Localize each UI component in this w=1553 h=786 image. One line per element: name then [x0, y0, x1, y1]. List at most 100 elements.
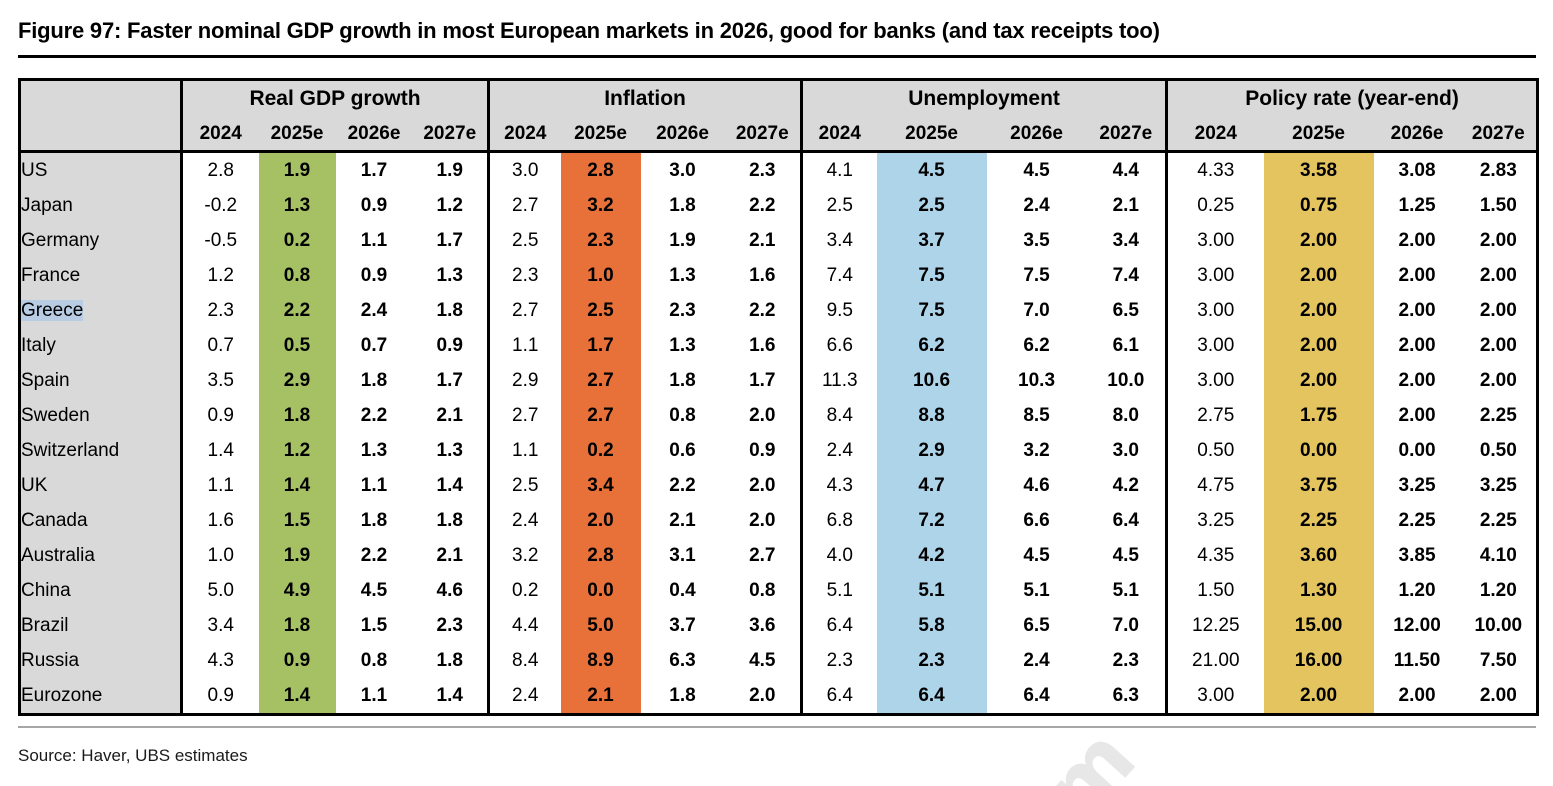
value-cell-unemployment-2026e: 6.4 — [986, 678, 1087, 715]
value-cell-inflation-2025e: 2.3 — [560, 223, 641, 258]
value-cell-gdp-2027e: 1.8 — [412, 643, 489, 678]
value-cell-policy-2026e: 11.50 — [1373, 643, 1461, 678]
value-cell-gdp-2027e: 1.4 — [412, 678, 489, 715]
group-header-inflation: Inflation — [487, 79, 802, 117]
value-cell-policy-2027e: 2.83 — [1460, 151, 1538, 188]
value-cell-unemployment-2027e: 6.5 — [1086, 293, 1167, 328]
value-cell-unemployment-2026e: 4.6 — [986, 468, 1087, 503]
value-cell-policy-2026e: 1.25 — [1373, 188, 1461, 223]
country-label-spain: Spain — [19, 363, 182, 398]
value-cell-gdp-2025e: 1.4 — [258, 468, 336, 503]
value-cell-inflation-2025e: 3.2 — [560, 188, 641, 223]
year-header-gdp-2025e: 2025e — [258, 117, 336, 153]
value-cell-unemployment-2025e: 2.5 — [876, 188, 987, 223]
value-cell-gdp-2024: 3.5 — [180, 363, 259, 398]
year-header-inflation-2027e: 2027e — [724, 117, 802, 153]
country-label-sweden: Sweden — [19, 398, 182, 433]
value-cell-gdp-2027e: 1.2 — [412, 188, 489, 223]
country-label-china: China — [19, 573, 182, 608]
value-cell-inflation-2027e: 3.6 — [724, 608, 802, 643]
value-cell-policy-2025e: 3.58 — [1263, 151, 1374, 188]
country-label-eurozone: Eurozone — [19, 678, 182, 715]
country-label-russia: Russia — [19, 643, 182, 678]
value-cell-inflation-2026e: 2.1 — [640, 503, 725, 538]
year-header-gdp-2027e: 2027e — [412, 117, 489, 153]
value-cell-unemployment-2024: 4.3 — [800, 468, 877, 503]
value-cell-policy-2024: 3.00 — [1165, 258, 1264, 293]
value-cell-unemployment-2025e: 6.2 — [876, 328, 987, 363]
value-cell-inflation-2025e: 2.5 — [560, 293, 641, 328]
table-body: US 2.8 1.9 1.7 1.9 3.0 2.8 3.0 2.3 4.1 4.5 4.5 4.4 4.… — [19, 151, 1538, 715]
value-cell-unemployment-2027e: 10.0 — [1086, 363, 1167, 398]
value-cell-unemployment-2025e: 2.3 — [876, 643, 987, 678]
value-cell-policy-2024: 2.75 — [1165, 398, 1264, 433]
value-cell-gdp-2024: 3.4 — [180, 608, 259, 643]
value-cell-inflation-2026e: 3.0 — [640, 151, 725, 188]
value-cell-inflation-2024: 2.7 — [487, 293, 561, 328]
value-cell-unemployment-2025e: 5.8 — [876, 608, 987, 643]
value-cell-inflation-2027e: 0.8 — [724, 573, 802, 608]
value-cell-policy-2027e: 2.25 — [1460, 398, 1538, 433]
value-cell-policy-2025e: 2.00 — [1263, 258, 1374, 293]
country-label-brazil: Brazil — [19, 608, 182, 643]
value-cell-unemployment-2027e: 4.4 — [1086, 151, 1167, 188]
source-note: Source: Haver, UBS estimates — [18, 746, 248, 765]
value-cell-unemployment-2024: 6.6 — [800, 328, 877, 363]
value-cell-policy-2026e: 2.00 — [1373, 678, 1461, 715]
table-row: Italy 0.7 0.5 0.7 0.9 1.1 1.7 1.3 1.6 6.6 6.2 6.2 6.… — [19, 328, 1538, 363]
value-cell-gdp-2026e: 4.5 — [335, 573, 413, 608]
value-cell-inflation-2025e: 8.9 — [560, 643, 641, 678]
value-cell-unemployment-2027e: 7.4 — [1086, 258, 1167, 293]
value-cell-inflation-2026e: 0.8 — [640, 398, 725, 433]
value-cell-inflation-2024: 3.0 — [487, 151, 561, 188]
value-cell-gdp-2024: 2.8 — [180, 151, 259, 188]
country-label-australia: Australia — [19, 538, 182, 573]
value-cell-unemployment-2024: 3.4 — [800, 223, 877, 258]
value-cell-gdp-2026e: 2.4 — [335, 293, 413, 328]
value-cell-unemployment-2027e: 5.1 — [1086, 573, 1167, 608]
value-cell-policy-2024: 12.25 — [1165, 608, 1264, 643]
value-cell-inflation-2027e: 2.0 — [724, 678, 802, 715]
value-cell-gdp-2026e: 1.8 — [335, 503, 413, 538]
table-row: Sweden 0.9 1.8 2.2 2.1 2.7 2.7 0.8 2.0 8.4 8.8 8.5 8… — [19, 398, 1538, 433]
group-header-policy: Policy rate (year-end) — [1165, 79, 1538, 117]
value-cell-gdp-2027e: 1.4 — [412, 468, 489, 503]
value-cell-unemployment-2026e: 2.4 — [986, 188, 1087, 223]
value-cell-policy-2027e: 2.00 — [1460, 293, 1538, 328]
table-row: US 2.8 1.9 1.7 1.9 3.0 2.8 3.0 2.3 4.1 4.5 4.5 4.4 4.… — [19, 151, 1538, 188]
value-cell-inflation-2024: 2.7 — [487, 398, 561, 433]
value-cell-policy-2026e: 3.08 — [1373, 151, 1461, 188]
table-row: Brazil 3.4 1.8 1.5 2.3 4.4 5.0 3.7 3.6 6.4 5.8 6.5 7… — [19, 608, 1538, 643]
value-cell-inflation-2026e: 2.3 — [640, 293, 725, 328]
value-cell-unemployment-2027e: 7.0 — [1086, 608, 1167, 643]
value-cell-unemployment-2025e: 10.6 — [876, 363, 987, 398]
year-header-policy-2027e: 2027e — [1460, 117, 1538, 153]
value-cell-policy-2026e: 2.00 — [1373, 293, 1461, 328]
value-cell-gdp-2025e: 1.8 — [258, 608, 336, 643]
value-cell-gdp-2025e: 1.9 — [258, 538, 336, 573]
value-cell-inflation-2027e: 2.2 — [724, 188, 802, 223]
value-cell-gdp-2026e: 0.8 — [335, 643, 413, 678]
value-cell-unemployment-2027e: 6.4 — [1086, 503, 1167, 538]
value-cell-policy-2027e: 10.00 — [1460, 608, 1538, 643]
value-cell-policy-2025e: 3.60 — [1263, 538, 1374, 573]
value-cell-gdp-2026e: 0.9 — [335, 188, 413, 223]
value-cell-inflation-2024: 1.1 — [487, 328, 561, 363]
value-cell-policy-2025e: 3.75 — [1263, 468, 1374, 503]
value-cell-gdp-2024: 4.3 — [180, 643, 259, 678]
value-cell-gdp-2024: -0.2 — [180, 188, 259, 223]
table-row: Germany -0.5 0.2 1.1 1.7 2.5 2.3 1.9 2.1 3.4 3.7 3.… — [19, 223, 1538, 258]
value-cell-inflation-2027e: 2.7 — [724, 538, 802, 573]
value-cell-unemployment-2024: 2.5 — [800, 188, 877, 223]
value-cell-inflation-2025e: 0.0 — [560, 573, 641, 608]
value-cell-inflation-2025e: 0.2 — [560, 433, 641, 468]
value-cell-gdp-2027e: 2.1 — [412, 538, 489, 573]
value-cell-policy-2027e: 7.50 — [1460, 643, 1538, 678]
value-cell-policy-2025e: 2.00 — [1263, 328, 1374, 363]
value-cell-gdp-2024: 1.6 — [180, 503, 259, 538]
value-cell-unemployment-2027e: 6.3 — [1086, 678, 1167, 715]
value-cell-inflation-2027e: 1.7 — [724, 363, 802, 398]
value-cell-unemployment-2025e: 7.2 — [876, 503, 987, 538]
value-cell-unemployment-2027e: 8.0 — [1086, 398, 1167, 433]
value-cell-policy-2027e: 4.10 — [1460, 538, 1538, 573]
